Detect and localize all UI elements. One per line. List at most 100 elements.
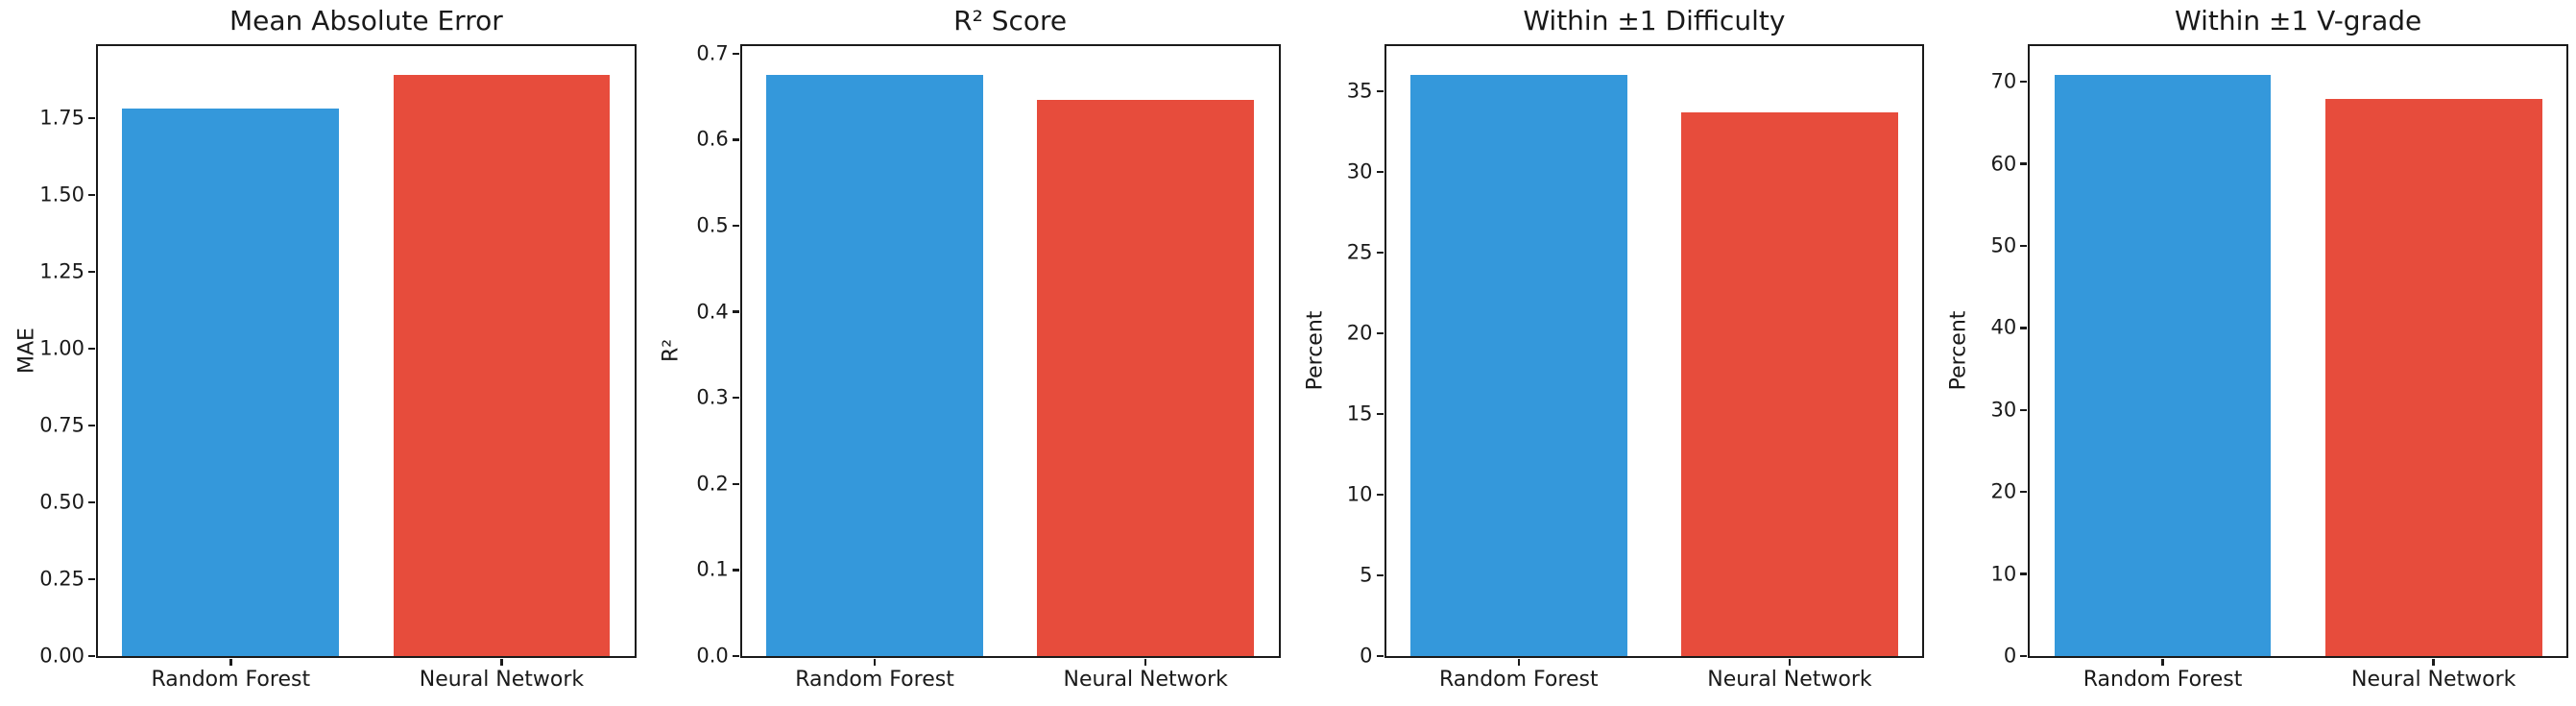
y-tick-label: 0.75	[39, 413, 84, 437]
y-tick-mark	[88, 193, 95, 197]
y-tick-label: 35	[1346, 79, 1373, 103]
y-tick-mark	[2020, 408, 2028, 411]
y-tick-label: 0.50	[39, 490, 84, 514]
y-tick-label: 1.75	[39, 106, 84, 130]
bar-random-forest	[2054, 75, 2272, 656]
x-tick-mark	[229, 659, 232, 666]
y-tick-label: 0.6	[696, 127, 729, 151]
y-tick-mark	[732, 569, 739, 572]
y-tick-label: 30	[1346, 159, 1373, 183]
x-tick-mark	[1788, 659, 1792, 666]
y-tick-label: 0.1	[696, 557, 729, 581]
chart-title: Within ±1 Difficulty	[1523, 5, 1786, 37]
y-tick-label: 1.25	[39, 259, 84, 283]
plot-area: 0 5 10 15 20 25 30 35 Random Forest Neural Networ…	[1347, 44, 1925, 691]
y-tick-mark	[88, 116, 95, 120]
chart-title: R² Score	[953, 5, 1068, 37]
bar-neural-network	[1681, 111, 1898, 656]
x-tick-mark	[873, 659, 877, 666]
x-tick-mark	[1517, 659, 1521, 666]
y-tick-label: 60	[1990, 152, 2017, 175]
y-tick-label: 0.2	[696, 472, 729, 496]
x-tick-mark	[500, 659, 503, 666]
y-axis-label: Percent	[1303, 310, 1327, 391]
plot-area: 0 10 20 30 40 50 60 70 Random Forest Neural Netwo…	[1991, 44, 2568, 691]
subplot-within-1-vgrade: Within ±1 V-grade Percent 0 10 20 30 40 50 60 7…	[1932, 0, 2576, 706]
y-tick-mark	[88, 577, 95, 581]
x-tick-mark	[1144, 659, 1147, 666]
y-tick-label: 25	[1346, 240, 1373, 264]
x-tick-label-random-forest: Random Forest	[1438, 668, 1599, 692]
x-tick-label-random-forest: Random Forest	[795, 668, 954, 692]
y-tick-label: 30	[1990, 398, 2017, 422]
bar-neural-network	[2324, 99, 2542, 656]
chart-title: Within ±1 V-grade	[2175, 5, 2422, 37]
y-tick-mark	[88, 500, 95, 504]
y-tick-label: 0.4	[696, 300, 729, 324]
y-tick-label: 0	[1360, 644, 1373, 668]
y-tick-label: 0.25	[39, 567, 84, 591]
y-tick-mark	[732, 52, 739, 56]
y-tick-mark	[732, 224, 739, 228]
x-tick-mark	[2432, 659, 2435, 666]
y-axis-label: MAE	[14, 328, 39, 374]
y-tick-mark	[1376, 573, 1384, 577]
y-tick-label: 0.5	[696, 213, 729, 237]
y-axis-label: Percent	[1946, 310, 1971, 391]
bar-neural-network	[393, 75, 611, 656]
y-tick-mark	[1376, 331, 1384, 335]
y-tick-label: 0.3	[696, 385, 729, 409]
y-tick-mark	[2020, 490, 2028, 494]
y-tick-mark	[2020, 572, 2028, 575]
y-tick-mark	[2020, 654, 2028, 658]
y-tick-mark	[1376, 493, 1384, 497]
y-tick-label: 1.00	[39, 336, 84, 360]
y-tick-mark	[88, 654, 95, 658]
x-tick-label-neural-network: Neural Network	[1063, 668, 1228, 692]
x-tick-label-neural-network: Neural Network	[1707, 668, 1872, 692]
y-tick-mark	[88, 424, 95, 427]
y-tick-mark	[1376, 170, 1384, 174]
y-tick-label: 0.0	[696, 644, 729, 668]
y-tick-label: 50	[1990, 233, 2017, 257]
y-tick-label: 5	[1360, 563, 1373, 587]
plot-area: 0.0 0.1 0.2 0.3 0.4 0.5 0.6 0.7 Random Forest Neu…	[696, 43, 1281, 691]
subplot-within-1-difficulty: Within ±1 Difficulty Percent 0 5 10 15 20 25 3…	[1288, 0, 1933, 706]
x-tick-label-random-forest: Random Forest	[151, 668, 311, 692]
y-tick-mark	[732, 396, 739, 400]
y-tick-mark	[2020, 244, 2028, 248]
bar-random-forest	[1409, 75, 1627, 656]
bar-random-forest	[766, 75, 983, 656]
x-tick-label-random-forest: Random Forest	[2082, 668, 2243, 692]
y-tick-label: 0.7	[696, 41, 729, 65]
y-tick-label: 15	[1346, 402, 1373, 426]
y-tick-label: 70	[1990, 69, 2017, 93]
plot-area: 0.00 0.25 0.50 0.75 1.00 1.25 1.50 1.75 Random F…	[39, 44, 637, 691]
y-tick-label: 10	[1346, 482, 1373, 506]
y-tick-mark	[88, 347, 95, 351]
y-tick-mark	[732, 654, 739, 658]
y-tick-mark	[732, 138, 739, 141]
y-tick-mark	[732, 482, 739, 486]
y-tick-mark	[2020, 327, 2028, 329]
bar-neural-network	[1037, 100, 1255, 656]
y-tick-mark	[1376, 251, 1384, 255]
subplot-mean-absolute-error: Mean Absolute Error MAE 0.00 0.25 0.50 0.75…	[0, 0, 644, 706]
y-tick-label: 0	[2003, 644, 2017, 668]
chart-title: Mean Absolute Error	[229, 5, 503, 37]
y-tick-mark	[1376, 89, 1384, 93]
y-tick-mark	[2020, 162, 2028, 165]
y-tick-label: 0.00	[39, 644, 84, 668]
x-tick-mark	[2161, 659, 2164, 666]
x-tick-label-neural-network: Neural Network	[2350, 668, 2516, 692]
x-tick-label-neural-network: Neural Network	[419, 668, 585, 692]
y-tick-label: 1.50	[39, 183, 84, 207]
bar-random-forest	[122, 109, 340, 656]
y-tick-mark	[1376, 654, 1384, 658]
y-tick-label: 40	[1990, 315, 2017, 339]
y-tick-label: 20	[1346, 321, 1373, 345]
y-tick-mark	[732, 310, 739, 313]
y-tick-label: 20	[1990, 479, 2017, 503]
y-axis-label: R²	[659, 338, 684, 363]
